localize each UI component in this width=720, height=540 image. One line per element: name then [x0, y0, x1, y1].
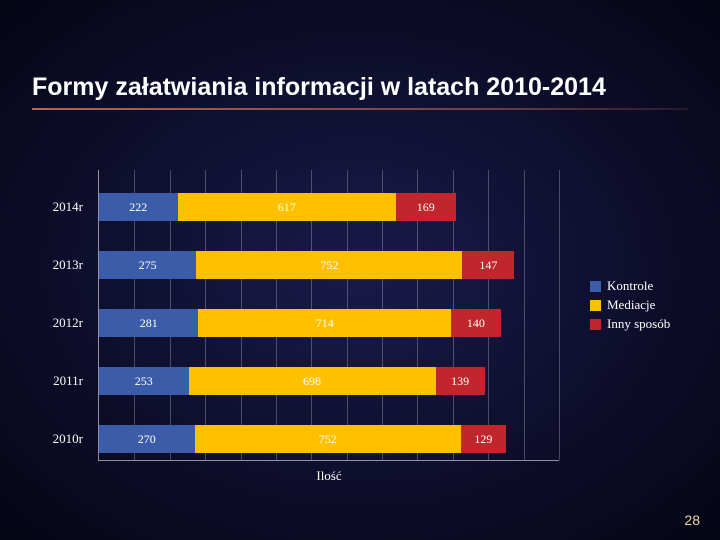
grid-line — [559, 170, 560, 460]
category-label: 2013r — [39, 257, 83, 273]
bar-row: 253698139 — [99, 367, 485, 395]
x-axis-title: Ilość — [99, 468, 559, 484]
bar-segment: 752 — [195, 425, 461, 453]
bar-row: 275752147 — [99, 251, 514, 279]
legend-item: Inny sposób — [590, 316, 670, 332]
chart-plot-area: Ilość 2014r2226171692013r2757521472012r2… — [98, 170, 559, 461]
category-label: 2010r — [39, 431, 83, 447]
bar-row: 222617169 — [99, 193, 456, 221]
legend-item: Mediacje — [590, 297, 670, 313]
legend-swatch — [590, 281, 601, 292]
category-label: 2011r — [39, 373, 83, 389]
bar-segment: 139 — [436, 367, 485, 395]
bar-segment: 752 — [196, 251, 462, 279]
bar-row: 270752129 — [99, 425, 506, 453]
legend-item: Kontrole — [590, 278, 670, 294]
bar-segment: 140 — [451, 309, 501, 337]
chart-legend: Kontrole Mediacje Inny sposób — [590, 275, 670, 335]
bar-segment: 281 — [99, 309, 198, 337]
bar-segment: 714 — [198, 309, 451, 337]
slide: Formy załatwiania informacji w latach 20… — [0, 0, 720, 540]
bar-segment: 253 — [99, 367, 189, 395]
bar-segment: 275 — [99, 251, 196, 279]
bar-segment: 617 — [178, 193, 396, 221]
legend-label: Kontrole — [607, 278, 653, 294]
bar-segment: 270 — [99, 425, 195, 453]
category-label: 2014r — [39, 199, 83, 215]
title-underline — [32, 108, 688, 110]
legend-label: Inny sposób — [607, 316, 670, 332]
bar-row: 281714140 — [99, 309, 501, 337]
stacked-bar-chart: Ilość 2014r2226171692013r2757521472012r2… — [50, 170, 570, 480]
bar-segment: 698 — [189, 367, 436, 395]
page-number: 28 — [684, 512, 700, 528]
category-label: 2012r — [39, 315, 83, 331]
legend-label: Mediacje — [607, 297, 655, 313]
bar-segment: 147 — [462, 251, 514, 279]
legend-swatch — [590, 300, 601, 311]
grid-line — [524, 170, 525, 460]
bar-segment: 169 — [396, 193, 456, 221]
bar-segment: 222 — [99, 193, 178, 221]
bar-segment: 129 — [461, 425, 507, 453]
title-block: Formy załatwiania informacji w latach 20… — [32, 74, 688, 110]
legend-swatch — [590, 319, 601, 330]
slide-title: Formy załatwiania informacji w latach 20… — [32, 74, 688, 102]
